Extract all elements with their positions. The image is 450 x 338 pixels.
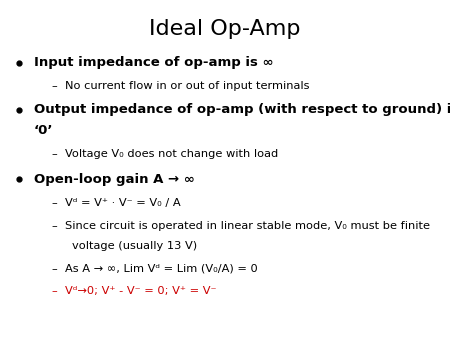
Text: Output impedance of op-amp (with respect to ground) is: Output impedance of op-amp (with respect… <box>34 103 450 116</box>
Text: Ideal Op-Amp: Ideal Op-Amp <box>149 19 301 39</box>
Text: –  No current flow in or out of input terminals: – No current flow in or out of input ter… <box>52 81 309 91</box>
Text: Open-loop gain A → ∞: Open-loop gain A → ∞ <box>34 173 194 186</box>
Text: voltage (usually 13 V): voltage (usually 13 V) <box>72 241 197 251</box>
Text: Input impedance of op-amp is ∞: Input impedance of op-amp is ∞ <box>34 56 273 69</box>
Text: –  Vᵈ = V⁺ · V⁻ = V₀ / A: – Vᵈ = V⁺ · V⁻ = V₀ / A <box>52 198 180 208</box>
Text: –  Voltage V₀ does not change with load: – Voltage V₀ does not change with load <box>52 149 278 159</box>
Text: ‘0’: ‘0’ <box>34 124 53 137</box>
Text: –  Since circuit is operated in linear stable mode, V₀ must be finite: – Since circuit is operated in linear st… <box>52 221 430 231</box>
Text: –  As A → ∞, Lim Vᵈ = Lim (V₀/A) = 0: – As A → ∞, Lim Vᵈ = Lim (V₀/A) = 0 <box>52 264 257 274</box>
Text: –  Vᵈ→0; V⁺ - V⁻ = 0; V⁺ = V⁻: – Vᵈ→0; V⁺ - V⁻ = 0; V⁺ = V⁻ <box>52 286 216 296</box>
